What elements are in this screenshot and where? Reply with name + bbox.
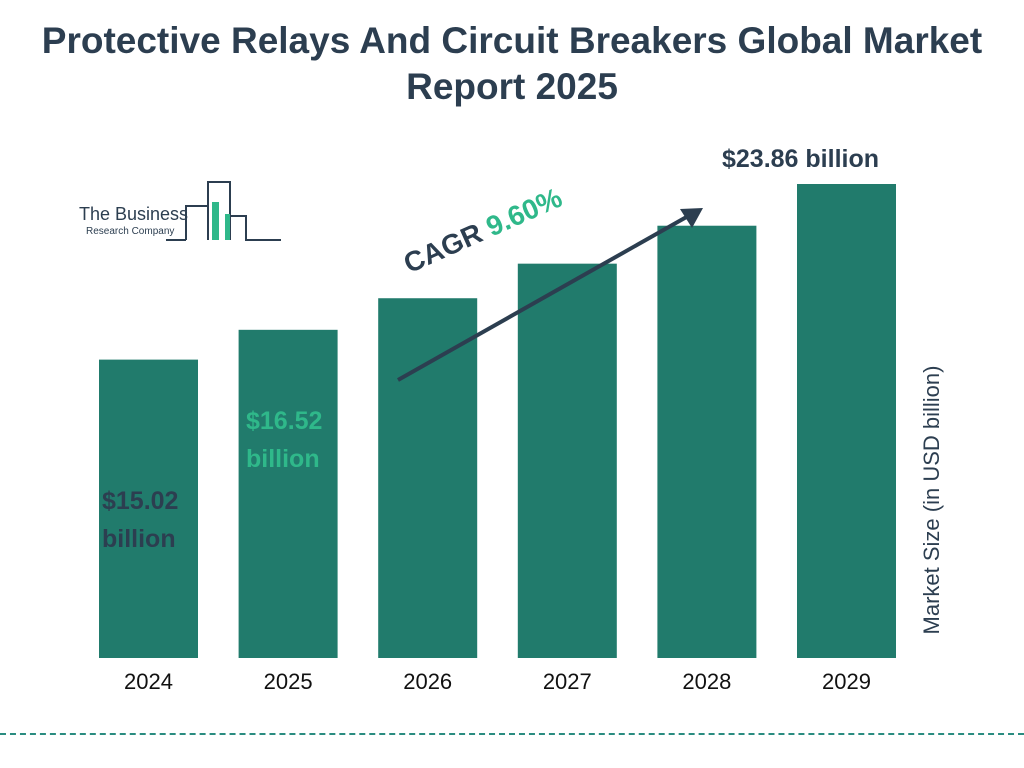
y-axis-label: Market Size (in USD billion)	[919, 365, 944, 635]
logo-bars-icon	[166, 181, 281, 241]
x-tick-2027: 2027	[543, 669, 592, 694]
value-label-2025: $16.52 billion	[246, 407, 323, 473]
cagr-arrow	[397, 208, 703, 382]
bar-2026	[378, 298, 478, 658]
logo-text-sub: Research Company	[86, 226, 175, 237]
page-title: Protective Relays And Circuit Breakers G…	[41, 20, 983, 107]
x-tick-2025: 2025	[264, 669, 313, 694]
footer-divider	[0, 733, 1024, 735]
value-label-2024: $15.02 billion	[102, 487, 179, 553]
x-tick-2029: 2029	[822, 669, 871, 694]
bar-2027	[517, 263, 617, 658]
x-tick-2024: 2024	[124, 669, 173, 694]
bar-2024	[99, 359, 198, 658]
x-tick-2028: 2028	[682, 669, 731, 694]
logo-text-main: The Business	[79, 204, 189, 224]
bar-2029	[797, 184, 896, 658]
value-label-2029: $23.86 billion	[722, 145, 880, 173]
company-logo: The Business Research Company	[76, 180, 286, 246]
bar-2025	[238, 329, 338, 658]
x-tick-2026: 2026	[403, 669, 452, 694]
bar-2028	[657, 225, 757, 658]
